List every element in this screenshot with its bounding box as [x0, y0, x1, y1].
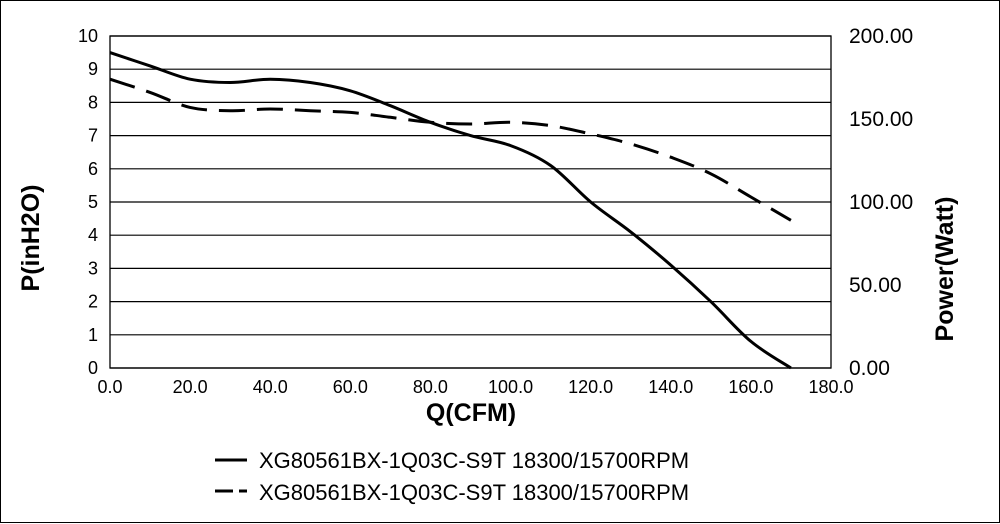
y-tick-label: 5 — [88, 192, 98, 212]
pressure-curve-line — [109, 51, 792, 370]
x-tick-label: 140.0 — [648, 377, 693, 397]
y2-tick-label: 0.00 — [849, 357, 890, 380]
plot-border — [109, 35, 832, 369]
x-tick-label: 160.0 — [728, 377, 773, 397]
x-tick-label: 20.0 — [173, 377, 208, 397]
y-axis-title: P(inH2O) — [17, 185, 45, 292]
y-tick-label: 4 — [88, 225, 98, 245]
y-tick-label: 8 — [88, 92, 98, 112]
x-axis-title: Q(CFM) — [426, 399, 516, 427]
x-tick-label: 80.0 — [413, 377, 448, 397]
y-tick-label: 7 — [88, 126, 98, 146]
y2-axis-title: Power(Watt) — [931, 197, 959, 342]
x-tick-label: 60.0 — [333, 377, 368, 397]
x-tick-label: 0.0 — [97, 377, 122, 397]
y2-tick-labels: 0.00 50.00 100.00 150.00 200.00 — [849, 25, 913, 380]
y2-tick-label: 100.00 — [849, 191, 913, 214]
grid-lines — [110, 35, 831, 369]
y-tick-label: 3 — [88, 258, 98, 278]
y2-tick-label: 200.00 — [849, 25, 913, 48]
legend: XG80561BX-1Q03C-S9T 18300/15700RPM XG805… — [215, 448, 689, 505]
x-tick-labels: 0.0 20.0 40.0 60.0 80.0 100.0 120.0 140.0 160.0 1… — [97, 377, 853, 397]
y-tick-label: 2 — [88, 292, 98, 312]
y-tick-labels: 0 1 2 3 4 5 6 7 8 9 10 — [78, 26, 98, 378]
y-tick-label: 0 — [88, 358, 98, 378]
y2-tick-label: 150.00 — [849, 108, 913, 131]
y2-tick-label: 50.00 — [849, 274, 902, 297]
x-tick-label: 120.0 — [568, 377, 613, 397]
plot-area — [109, 35, 832, 369]
y-tick-label: 10 — [78, 26, 98, 46]
x-tick-label: 180.0 — [808, 377, 853, 397]
y-tick-label: 9 — [88, 59, 98, 79]
power-curve-line — [109, 77, 792, 222]
x-tick-label: 40.0 — [253, 377, 288, 397]
x-tick-label: 100.0 — [488, 377, 533, 397]
legend-label-dashed: XG80561BX-1Q03C-S9T 18300/15700RPM — [259, 480, 689, 505]
series-lines — [109, 51, 792, 370]
legend-label-solid: XG80561BX-1Q03C-S9T 18300/15700RPM — [259, 448, 689, 473]
y-tick-label: 1 — [88, 325, 98, 345]
y-tick-label: 6 — [88, 159, 98, 179]
